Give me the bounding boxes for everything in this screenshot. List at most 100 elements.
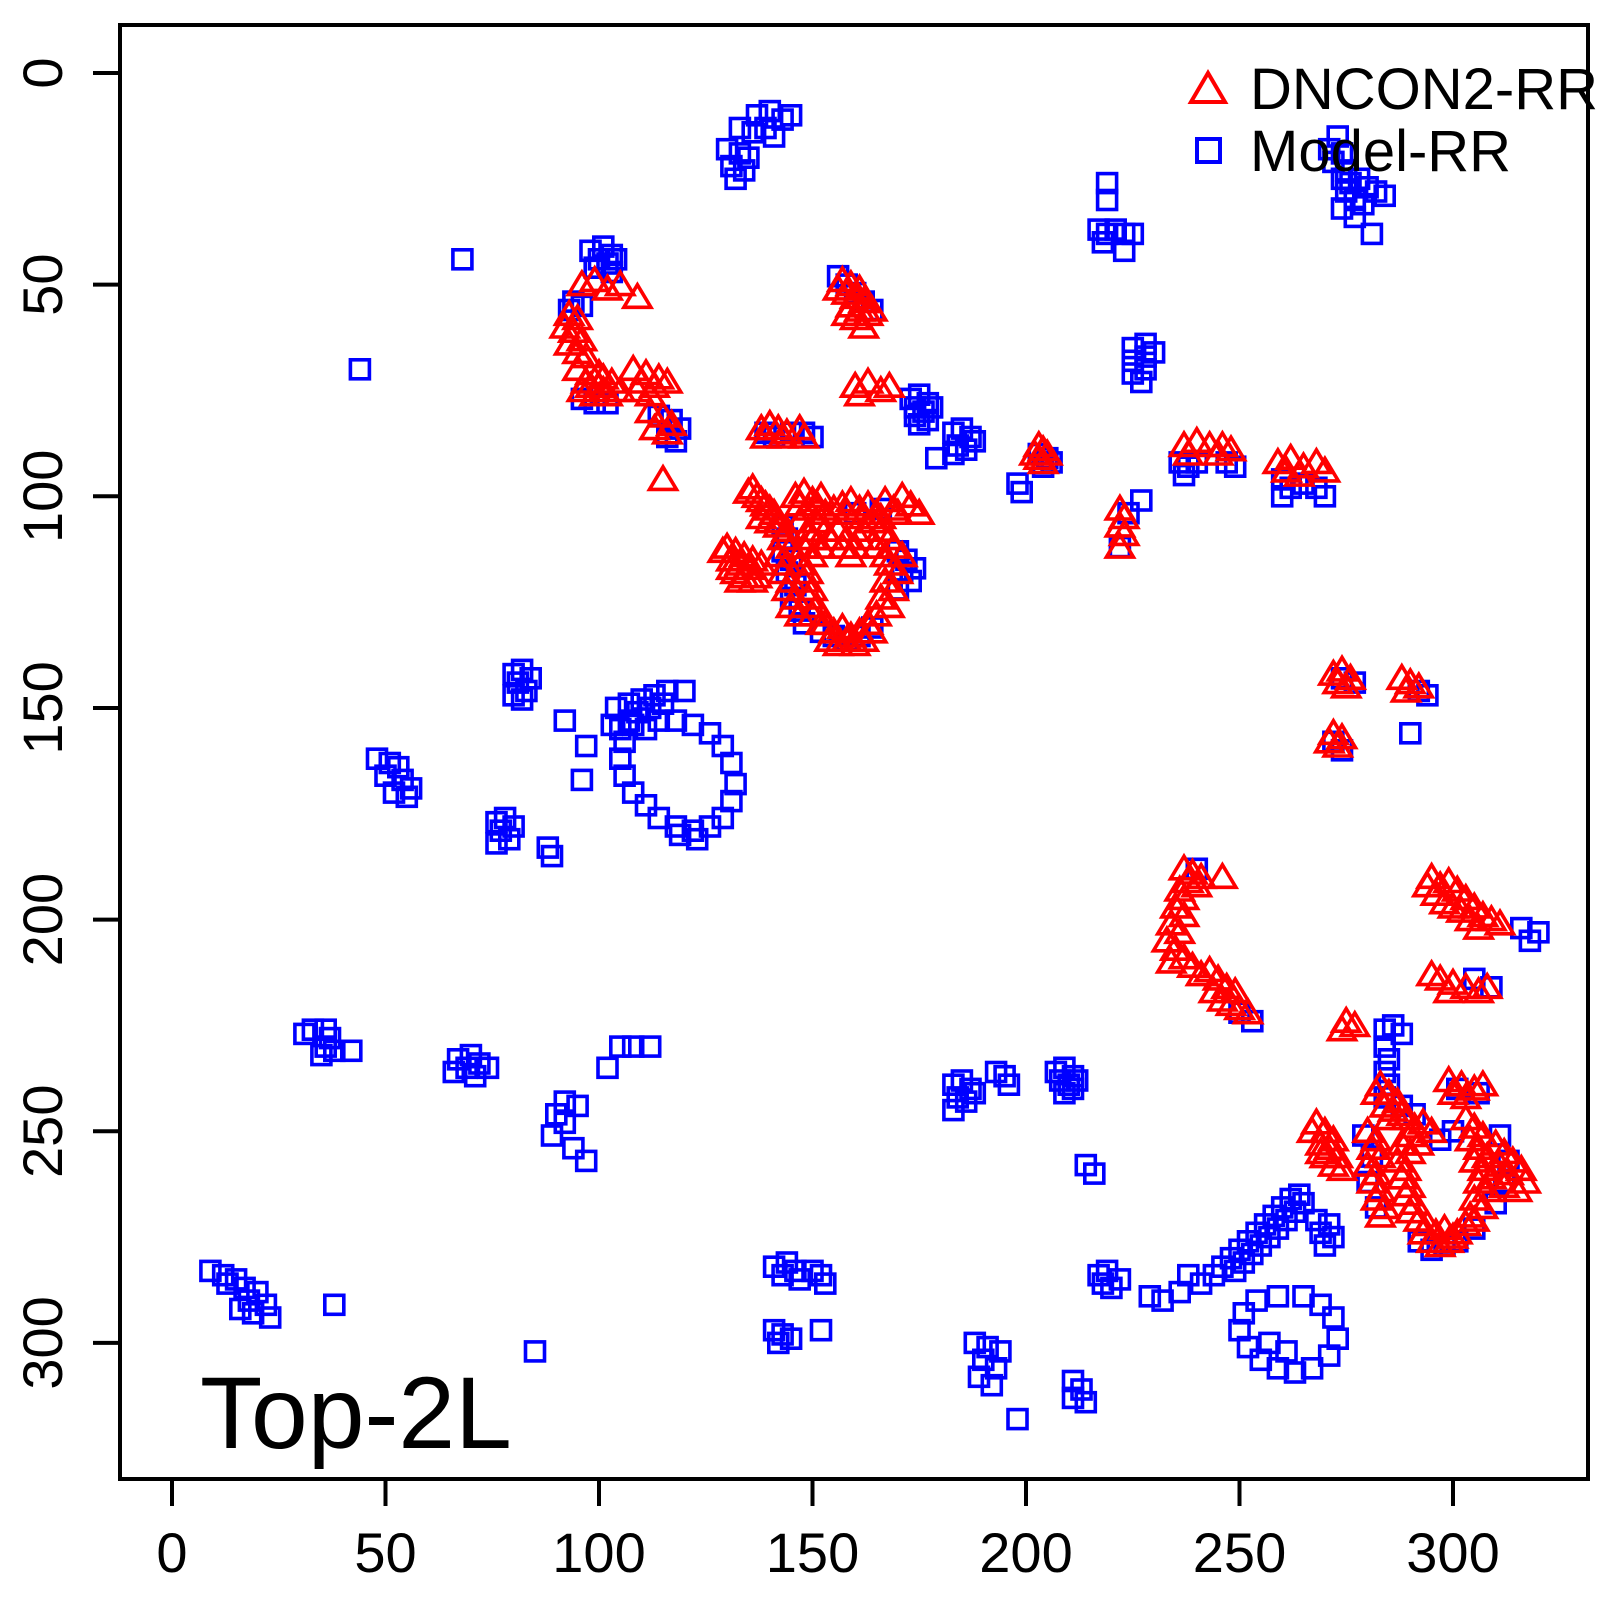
dncon2-rr-point <box>821 628 855 657</box>
dncon2-rr-point <box>1325 1153 1359 1182</box>
model-rr-point <box>608 1035 632 1058</box>
dncon2-rr-point <box>787 421 821 449</box>
model-rr-point <box>813 1272 837 1295</box>
model-rr-point <box>1245 1289 1268 1312</box>
model-rr-point <box>1343 205 1367 229</box>
model-rr-point <box>715 137 739 161</box>
dncon2-rr-point <box>855 294 889 322</box>
model-rr-point <box>540 1124 564 1147</box>
model-rr-point <box>1134 345 1157 368</box>
model-rr-point <box>519 666 543 690</box>
legend-label-model: Model-RR <box>1250 119 1511 184</box>
model-rr-point <box>655 679 679 703</box>
model-rr-point <box>1373 1035 1396 1058</box>
legend-label-dncon2: DNCON2-RR <box>1250 57 1598 122</box>
model-rr-point <box>233 1276 256 1300</box>
model-rr-point <box>1091 231 1115 254</box>
model-rr-point <box>724 772 747 796</box>
dncon2-rr-point <box>1321 730 1355 758</box>
model-rr-point <box>540 844 564 868</box>
dncon2-rr-point <box>1325 1013 1359 1042</box>
model-rr-point <box>1112 239 1136 263</box>
dncon2-rr-point <box>565 268 599 297</box>
model-rr-point <box>1130 489 1153 512</box>
dncon2-rr-point <box>812 624 847 653</box>
y-axis-tick-label: 250 <box>11 1085 74 1178</box>
model-rr-point <box>762 125 786 148</box>
model-rr-point <box>596 1056 619 1080</box>
dncon2-rr-point <box>1017 438 1052 466</box>
dncon2-rr-point <box>1282 459 1316 487</box>
dncon2-rr-point <box>706 535 740 564</box>
model-rr-point <box>583 256 607 280</box>
model-rr-point <box>963 1081 987 1105</box>
dncon2-rr-point <box>1410 869 1445 898</box>
y-axis-tick-label: 300 <box>11 1296 74 1389</box>
dncon2-rr-point <box>1205 984 1240 1012</box>
model-rr-point <box>1322 1306 1345 1329</box>
model-rr-point <box>1108 1268 1132 1291</box>
model-rr-point <box>1010 480 1034 504</box>
plot-border <box>118 23 1590 1481</box>
dncon2-rr-point <box>731 476 766 504</box>
dncon2-rr-point <box>1312 725 1346 754</box>
model-rr-point <box>553 709 577 732</box>
model-rr-point <box>497 827 521 851</box>
dncon2-rr-point <box>1222 992 1257 1021</box>
model-rr-point <box>1223 1259 1247 1283</box>
model-rr-point <box>339 1039 363 1063</box>
model-rr-point <box>1061 1386 1085 1410</box>
dncon2-rr-point <box>1414 958 1449 987</box>
model-rr-point <box>1313 484 1337 508</box>
dncon2-rr-point <box>1483 907 1517 936</box>
dncon2-rr-point <box>765 421 800 449</box>
axes: 0 50 100 150 200 250 300 0 50 100 150 200 250 300 <box>11 57 1500 1584</box>
x-axis-tick-label: 300 <box>1406 1521 1499 1584</box>
x-axis-tick-label: 200 <box>979 1521 1072 1584</box>
model-rr-point <box>673 679 696 703</box>
dncon2-rr-point <box>586 374 620 403</box>
model-rr-point <box>510 688 534 711</box>
model-rr-point <box>1168 1280 1191 1304</box>
dncon2-rr-point <box>590 272 625 301</box>
model-rr-point <box>720 154 743 178</box>
model-rr-point <box>1083 1162 1106 1185</box>
model-rr-point <box>668 823 692 847</box>
dncon2-rr-point <box>830 298 864 327</box>
legend-square-icon <box>1195 137 1222 164</box>
dncon2-rr-point <box>1389 675 1423 703</box>
model-rr-point <box>617 709 641 732</box>
dncon2-rr-point <box>812 522 847 551</box>
model-rr-point <box>574 1149 598 1173</box>
model-rr-point <box>1377 1048 1401 1071</box>
model-rr-point <box>1270 484 1294 508</box>
dncon2-rr-point <box>1457 1204 1491 1232</box>
model-rr-point <box>574 734 598 758</box>
model-rr-point <box>1006 1407 1029 1431</box>
dncon2-rr-point <box>1414 1225 1449 1254</box>
model-rr-point <box>779 104 803 127</box>
dncon2-rr-point <box>560 336 595 365</box>
model-rr-point <box>229 1297 252 1321</box>
dncon2-rr-point <box>1205 861 1240 890</box>
dncon2-rr-point <box>1449 1208 1483 1237</box>
model-rr-point <box>1074 1390 1098 1414</box>
model-rr-point <box>1095 188 1119 212</box>
dncon2-rr-point <box>1436 890 1470 919</box>
dncon2-rr-point <box>1363 1199 1398 1228</box>
model-rr-point <box>604 248 628 271</box>
model-rr-point <box>322 1293 346 1317</box>
model-rr-point <box>779 1327 803 1350</box>
model-rr-point <box>476 1056 500 1080</box>
y-axis-tick-label: 100 <box>11 450 74 543</box>
dncon2-rr-point <box>842 378 877 407</box>
dncon2-rr-point <box>783 488 817 517</box>
dncon2-rr-point <box>578 264 612 293</box>
model-rr-point <box>766 1331 790 1355</box>
dncon2-rr-point <box>1474 903 1509 932</box>
model-rr-point <box>621 781 645 804</box>
model-rr-point <box>1236 1335 1260 1359</box>
model-rr-point <box>310 1043 333 1067</box>
